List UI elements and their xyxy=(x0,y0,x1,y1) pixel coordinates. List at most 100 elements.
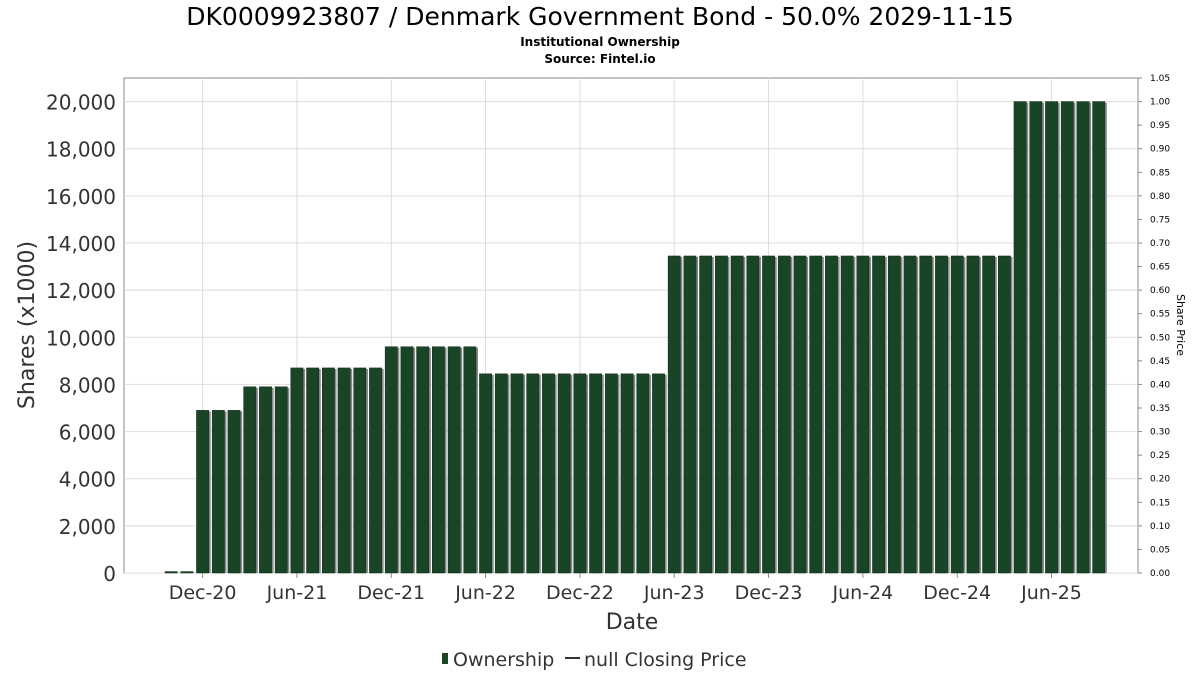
legend-price-label: null Closing Price xyxy=(584,649,747,671)
ownership-bar xyxy=(526,373,540,574)
ownership-bar xyxy=(793,255,807,574)
y2-tick-label: 0.50 xyxy=(1150,333,1170,343)
ownership-bar xyxy=(699,255,713,574)
y2-tick-label: 0.10 xyxy=(1150,522,1170,532)
ownership-bar xyxy=(919,255,933,574)
chart-subtitle: Institutional Ownership xyxy=(520,35,680,49)
y-tick-label: 0 xyxy=(103,562,116,586)
ownership-bar xyxy=(746,255,760,574)
y2-tick-label: 0.35 xyxy=(1150,404,1170,414)
y2-tick-label: 1.05 xyxy=(1150,74,1170,84)
y2-tick-label: 0.40 xyxy=(1150,380,1170,390)
ownership-bar xyxy=(1045,101,1058,574)
ownership-bar xyxy=(573,373,587,574)
y2-axis-label: Share Price xyxy=(1174,294,1187,356)
y-tick-label: 16,000 xyxy=(46,185,116,209)
ownership-bar xyxy=(762,255,775,574)
y2-tick-label: 0.45 xyxy=(1150,357,1170,367)
ownership-bar xyxy=(604,373,618,574)
ownership-bar xyxy=(290,367,304,574)
ownership-bar xyxy=(447,346,461,574)
y2-tick-label: 0.15 xyxy=(1150,498,1170,508)
y2-axis: 0.00 0.05 0.10 0.15 0.20 0.25 0.30 0.35 0.40 0.45… xyxy=(1138,74,1170,579)
ownership-bar xyxy=(494,373,508,574)
ownership-bar xyxy=(196,410,209,574)
x-tick-label: Jun-25 xyxy=(1020,582,1082,604)
x-tick-label: Dec-23 xyxy=(735,582,803,604)
ownership-bar xyxy=(589,373,603,574)
x-tick-label: Dec-20 xyxy=(169,582,237,604)
y2-tick-label: 0.25 xyxy=(1150,451,1170,461)
x-tick-label: Dec-22 xyxy=(546,582,614,604)
y2-tick-label: 0.30 xyxy=(1150,428,1170,438)
ownership-bar xyxy=(321,367,335,574)
y-axis-label: Shares (x1000) xyxy=(15,241,40,409)
ownership-bar xyxy=(1060,101,1074,574)
ownership-bar xyxy=(510,373,524,574)
ownership-bar xyxy=(479,373,492,574)
y2-tick-label: 0.85 xyxy=(1150,168,1170,178)
ownership-bar xyxy=(856,255,870,574)
y2-tick-label: 0.75 xyxy=(1150,215,1170,225)
y-tick-label: 18,000 xyxy=(46,138,116,162)
ownership-bar xyxy=(872,255,885,574)
ownership-bar xyxy=(683,255,697,574)
ownership-bar xyxy=(259,386,272,574)
y-tick-label: 8,000 xyxy=(59,373,116,397)
x-axis-label: Date xyxy=(606,610,659,635)
y2-tick-label: 1.00 xyxy=(1150,98,1170,108)
ownership-bar xyxy=(730,255,744,574)
ownership-bar xyxy=(400,346,414,574)
y-tick-label: 14,000 xyxy=(46,232,116,256)
ownership-bar xyxy=(180,571,194,574)
ownership-bar xyxy=(620,373,634,574)
x-tick-label: Jun-21 xyxy=(266,582,328,604)
x-tick-label: Dec-24 xyxy=(923,582,991,604)
chart-source: Source: Fintel.io xyxy=(544,52,656,66)
ownership-bar xyxy=(274,386,288,574)
y2-tick-label: 0.90 xyxy=(1150,145,1170,155)
y-tick-label: 6,000 xyxy=(59,421,116,445)
ownership-bar xyxy=(777,255,791,574)
ownership-bar xyxy=(306,367,320,574)
y2-tick-label: 0.20 xyxy=(1150,475,1170,485)
legend: Ownership null Closing Price xyxy=(442,649,747,671)
y2-tick-label: 0.55 xyxy=(1150,310,1170,320)
y-tick-label: 20,000 xyxy=(46,91,116,115)
ownership-bar xyxy=(887,255,901,574)
x-tick-label: Dec-21 xyxy=(357,582,425,604)
ownership-bar xyxy=(950,255,964,574)
ownership-bar xyxy=(809,255,823,574)
ownership-bar xyxy=(935,255,948,574)
ownership-bar xyxy=(1029,101,1043,574)
ownership-bar xyxy=(211,410,225,574)
ownership-bar xyxy=(337,367,351,574)
ownership-bar xyxy=(463,346,477,574)
x-tick-label: Jun-24 xyxy=(832,582,894,604)
ownership-bar xyxy=(557,373,571,574)
bar-series xyxy=(164,101,1107,574)
chart-title: DK0009923807 / Denmark Government Bond -… xyxy=(186,2,1014,31)
ownership-bar xyxy=(652,373,665,574)
ownership-bar xyxy=(997,255,1011,574)
ownership-bar xyxy=(369,367,382,574)
x-tick-label: Jun-23 xyxy=(643,582,705,604)
y-tick-label: 12,000 xyxy=(46,279,116,303)
y2-tick-label: 0.80 xyxy=(1150,192,1170,202)
ownership-bar xyxy=(715,255,728,574)
ownership-bar xyxy=(966,255,980,574)
ownership-bar xyxy=(227,410,241,574)
y2-tick-label: 0.60 xyxy=(1150,286,1170,296)
y-tick-label: 2,000 xyxy=(59,515,116,539)
ownership-bar xyxy=(840,255,854,574)
ownership-bar xyxy=(1092,101,1106,574)
y2-tick-label: 0.95 xyxy=(1150,121,1170,131)
x-tick-label: Jun-22 xyxy=(454,582,516,604)
ownership-bar xyxy=(416,346,430,574)
legend-ownership-label: Ownership xyxy=(453,649,554,671)
ownership-bar xyxy=(432,346,445,574)
ownership-bar xyxy=(542,373,555,574)
y-tick-label: 10,000 xyxy=(46,326,116,350)
ownership-bar xyxy=(243,386,257,574)
